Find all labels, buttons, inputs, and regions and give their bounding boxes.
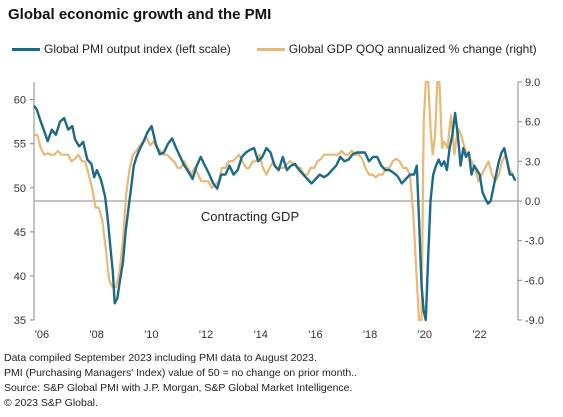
x-tick-label: '14 <box>254 329 268 341</box>
x-tick-label: '16 <box>308 329 322 341</box>
right-tick-label: -3.0 <box>525 236 544 248</box>
x-tick-label: '12 <box>199 329 213 341</box>
right-tick-label: -9.0 <box>525 315 544 327</box>
footnotes: Data compiled September 2023 including P… <box>4 351 357 411</box>
legend-item-gdp: Global GDP QOQ annualized % change (righ… <box>256 42 537 56</box>
legend-label-gdp: Global GDP QOQ annualized % change (righ… <box>288 42 537 56</box>
x-tick-label: '18 <box>363 329 377 341</box>
left-tick-label: 50 <box>14 183 26 195</box>
left-tick-label: 60 <box>14 95 26 107</box>
left-tick-label: 40 <box>14 271 26 283</box>
chart-title: Global economic growth and the PMI <box>8 6 272 23</box>
left-axis-ticks: 35 40 45 50 55 60 <box>14 95 34 327</box>
x-tick-label: '10 <box>144 329 158 341</box>
footnote-copyright: © 2023 S&P Global. <box>4 397 98 409</box>
x-axis-ticks: '06 '08 '10 '12 '14 '16 '18 '20 '22 <box>35 329 487 341</box>
left-tick-label: 45 <box>14 227 26 239</box>
left-tick-label: 55 <box>14 139 26 151</box>
x-tick-label: '22 <box>472 329 486 341</box>
pmi-series-line <box>33 105 517 322</box>
chart-svg: Contracting GDP 35 40 45 50 55 60 -9.0 -6.0 -3.… <box>14 77 544 341</box>
chart-legend: Global PMI output index (left scale) Glo… <box>12 42 563 56</box>
right-axis-ticks: -9.0 -6.0 -3.0 0.0 3.0 6.0 9.0 <box>518 77 544 327</box>
legend-label-pmi: Global PMI output index (left scale) <box>44 42 231 56</box>
x-tick-label: '06 <box>35 329 49 341</box>
footnote-pmi-definition: PMI (Purchasing Managers' Index) value o… <box>4 367 358 379</box>
legend-swatch-pmi <box>12 47 40 51</box>
footnote-data-compiled: Data compiled September 2023 including P… <box>4 352 317 364</box>
right-tick-label: 9.0 <box>525 77 540 89</box>
x-tick-label: '08 <box>90 329 104 341</box>
left-tick-label: 35 <box>14 315 26 327</box>
legend-swatch-gdp <box>256 47 285 51</box>
x-tick-label: '20 <box>418 329 432 341</box>
right-tick-label: 3.0 <box>525 156 540 168</box>
right-tick-label: 0.0 <box>525 196 540 208</box>
contracting-gdp-annotation: Contracting GDP <box>201 209 299 224</box>
legend-item-pmi: Global PMI output index (left scale) <box>12 42 231 56</box>
footnote-source: Source: S&P Global PMI with J.P. Morgan,… <box>4 382 353 394</box>
right-tick-label: -6.0 <box>525 275 544 287</box>
right-tick-label: 6.0 <box>525 117 540 129</box>
